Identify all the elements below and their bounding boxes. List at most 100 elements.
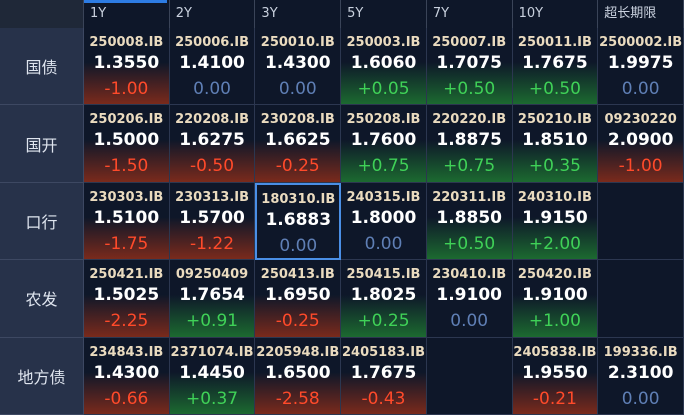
quote-cell[interactable]: 2371074.IB 1.4450 +0.37 bbox=[169, 337, 256, 415]
bond-code: 2371074.IB bbox=[170, 344, 254, 360]
yield: 1.9975 bbox=[607, 53, 674, 73]
quote-cell[interactable]: 250420.IB 1.9100 +1.00 bbox=[512, 260, 599, 338]
bond-code: 220220.IB bbox=[432, 112, 507, 128]
yield: 1.4100 bbox=[179, 53, 245, 73]
yield: 2.3100 bbox=[607, 362, 674, 383]
column-header[interactable]: 5Y bbox=[341, 0, 427, 28]
quote-cell[interactable]: 250008.IB 1.3550 -1.00 bbox=[84, 28, 170, 106]
quote-cell[interactable]: 234843.IB 1.4300 -0.66 bbox=[84, 337, 170, 415]
quote-cell[interactable]: 230410.IB 1.9100 0.00 bbox=[426, 260, 513, 338]
column-header[interactable]: 10Y bbox=[513, 0, 599, 28]
yield: 1.9150 bbox=[522, 207, 588, 228]
yield: 1.4300 bbox=[264, 53, 331, 73]
change: -1.75 bbox=[104, 233, 149, 254]
change: +0.75 bbox=[443, 156, 496, 177]
bond-code: 2500002.IB bbox=[599, 35, 683, 50]
change: +0.50 bbox=[528, 79, 581, 99]
quote-cell[interactable]: 250210.IB 1.8510 +0.35 bbox=[512, 105, 599, 183]
yield: 1.4300 bbox=[93, 362, 160, 383]
yield: 1.8850 bbox=[436, 207, 502, 228]
quote-cell[interactable]: 230313.IB 1.5700 -1.22 bbox=[169, 182, 256, 261]
quote-cell[interactable]: 250003.IB 1.6060 +0.05 bbox=[341, 28, 427, 106]
row-label: 国债 bbox=[0, 28, 84, 106]
change: -2.25 bbox=[104, 311, 149, 332]
row-label: 口行 bbox=[0, 182, 84, 261]
bond-code: 250010.IB bbox=[260, 35, 335, 50]
change: -0.50 bbox=[190, 156, 235, 177]
column-header[interactable]: 1Y bbox=[84, 0, 170, 28]
change: +0.37 bbox=[186, 388, 239, 409]
yield: 1.7075 bbox=[436, 53, 502, 73]
quote-cell[interactable]: 2405838.IB 1.9550 -0.21 bbox=[512, 337, 599, 415]
change: 0.00 bbox=[278, 79, 317, 99]
column-header[interactable]: 3Y bbox=[255, 0, 342, 28]
yield: 2.0900 bbox=[607, 130, 674, 151]
quote-cell[interactable]: 230303.IB 1.5100 -1.75 bbox=[84, 182, 170, 261]
bond-code: 180310.IB bbox=[261, 191, 336, 207]
quote-cell[interactable]: 230208.IB 1.6625 -0.25 bbox=[255, 105, 342, 183]
bond-code: 250003.IB bbox=[346, 35, 421, 50]
yield: 1.6883 bbox=[265, 209, 332, 230]
bond-code: 250007.IB bbox=[432, 35, 507, 50]
quote-cell[interactable]: 220220.IB 1.8875 +0.75 bbox=[426, 105, 513, 183]
yield: 1.8025 bbox=[350, 285, 417, 306]
quote-cell[interactable]: 180310.IB 1.6883 0.00 bbox=[255, 182, 342, 261]
change: -0.25 bbox=[275, 156, 320, 177]
empty-cell bbox=[598, 260, 684, 338]
change: -0.66 bbox=[104, 388, 149, 409]
yield: 1.5000 bbox=[93, 130, 160, 151]
column-header[interactable]: 7Y bbox=[427, 0, 513, 28]
quote-cell[interactable]: 2405183.IB 1.7675 -0.43 bbox=[341, 337, 427, 415]
quote-cell[interactable]: 2205948.IB 1.6500 -2.58 bbox=[255, 337, 342, 415]
quote-cell[interactable]: 2500002.IB 1.9975 0.00 bbox=[598, 28, 684, 106]
column-header[interactable]: 2Y bbox=[170, 0, 256, 28]
bond-code: 2405838.IB bbox=[513, 344, 597, 360]
quote-cell[interactable]: 240315.IB 1.8000 0.00 bbox=[341, 182, 427, 261]
bond-code: 234843.IB bbox=[89, 344, 164, 360]
quote-cell[interactable]: 250006.IB 1.4100 0.00 bbox=[169, 28, 256, 106]
change: -0.25 bbox=[275, 311, 320, 332]
quote-cell[interactable]: 250007.IB 1.7075 +0.50 bbox=[426, 28, 513, 106]
quote-cell[interactable]: 250413.IB 1.6950 -0.25 bbox=[255, 260, 342, 338]
quote-cell[interactable]: 220311.IB 1.8850 +0.50 bbox=[426, 182, 513, 261]
change: -0.21 bbox=[532, 388, 577, 409]
change: -0.43 bbox=[361, 388, 406, 409]
change: -2.58 bbox=[275, 388, 320, 409]
change: +1.00 bbox=[528, 311, 581, 332]
change: -1.50 bbox=[104, 156, 149, 177]
bond-code: 220311.IB bbox=[432, 189, 507, 205]
change: 0.00 bbox=[621, 79, 660, 99]
yield: 1.8875 bbox=[436, 130, 502, 151]
yield: 1.5100 bbox=[93, 207, 160, 228]
quote-cell[interactable]: 250421.IB 1.5025 -2.25 bbox=[84, 260, 170, 338]
change: -1.00 bbox=[104, 79, 149, 99]
change: +0.75 bbox=[357, 156, 410, 177]
change: +0.91 bbox=[186, 311, 239, 332]
column-header[interactable]: 超长期限 bbox=[598, 0, 684, 28]
bond-code: 230410.IB bbox=[432, 267, 507, 283]
quote-cell[interactable]: 250010.IB 1.4300 0.00 bbox=[255, 28, 342, 106]
bond-code: 250206.IB bbox=[89, 112, 164, 128]
quote-cell[interactable]: 250415.IB 1.8025 +0.25 bbox=[341, 260, 427, 338]
yield: 1.6275 bbox=[179, 130, 245, 151]
quote-cell[interactable]: 250011.IB 1.7675 +0.50 bbox=[512, 28, 599, 106]
bond-code: 230313.IB bbox=[175, 189, 250, 205]
yield: 1.5700 bbox=[179, 207, 245, 228]
bond-code: 250421.IB bbox=[89, 267, 164, 283]
quote-cell[interactable]: 09250409 1.7654 +0.91 bbox=[169, 260, 256, 338]
quote-cell[interactable]: 240310.IB 1.9150 +2.00 bbox=[512, 182, 599, 261]
bond-code: 199336.IB bbox=[603, 344, 678, 360]
quote-cell[interactable]: 250206.IB 1.5000 -1.50 bbox=[84, 105, 170, 183]
yield: 1.7675 bbox=[522, 53, 588, 73]
change: 0.00 bbox=[193, 79, 231, 99]
change: +0.35 bbox=[528, 156, 581, 177]
quote-cell[interactable]: 220208.IB 1.6275 -0.50 bbox=[169, 105, 256, 183]
quote-cell[interactable]: 250208.IB 1.7600 +0.75 bbox=[341, 105, 427, 183]
yield: 1.6625 bbox=[264, 130, 331, 151]
bond-code: 09250409 bbox=[175, 267, 249, 283]
bond-code: 230208.IB bbox=[260, 112, 335, 128]
quote-cell[interactable]: 199336.IB 2.3100 0.00 bbox=[598, 337, 684, 415]
bond-code: 240315.IB bbox=[346, 189, 421, 205]
quote-cell[interactable]: 09230220 2.0900 -1.00 bbox=[598, 105, 684, 183]
